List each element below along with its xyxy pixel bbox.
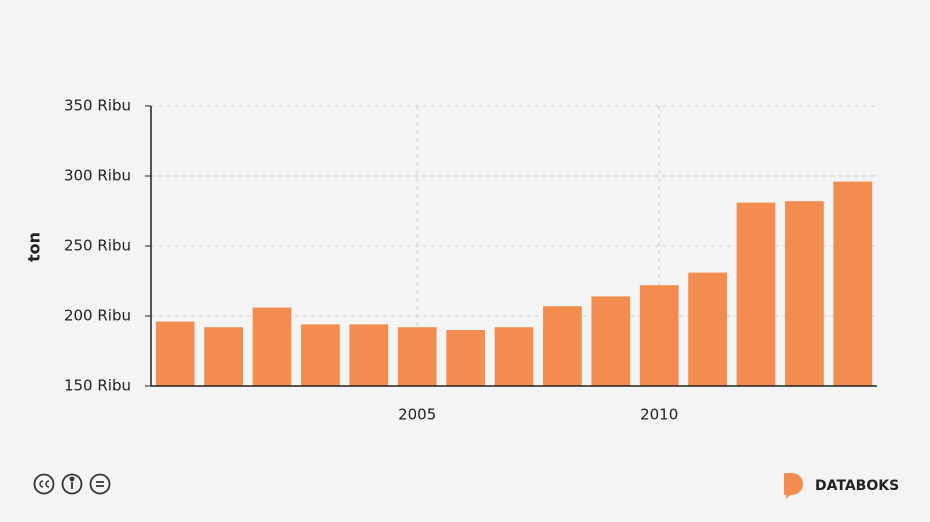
bar — [543, 306, 582, 386]
y-tick-label: 250 Ribu — [64, 237, 131, 255]
bar — [833, 181, 873, 386]
y-tick-label: 150 Ribu — [64, 377, 131, 395]
x-tick-label: 2005 — [398, 406, 436, 424]
databoks-logo: DATABOKS — [784, 473, 899, 499]
bar — [591, 296, 631, 386]
bar — [204, 327, 243, 386]
y-tick-label: 300 Ribu — [64, 167, 131, 185]
bar — [252, 307, 292, 386]
bar — [736, 202, 776, 386]
bar — [397, 327, 437, 386]
bar — [446, 330, 485, 386]
bar — [301, 324, 340, 386]
brand-name: DATABOKS — [815, 478, 899, 494]
y-axis-label: ton — [25, 232, 44, 262]
y-tick-label: 200 Ribu — [64, 307, 131, 325]
license-icons — [33, 473, 111, 495]
bar — [494, 327, 534, 386]
bar — [785, 201, 824, 386]
bar — [349, 324, 389, 386]
bar — [639, 285, 679, 386]
y-tick-label: 350 Ribu — [64, 97, 131, 115]
bar — [688, 272, 727, 386]
x-tick-label: 2010 — [640, 406, 678, 424]
bar — [155, 321, 195, 386]
